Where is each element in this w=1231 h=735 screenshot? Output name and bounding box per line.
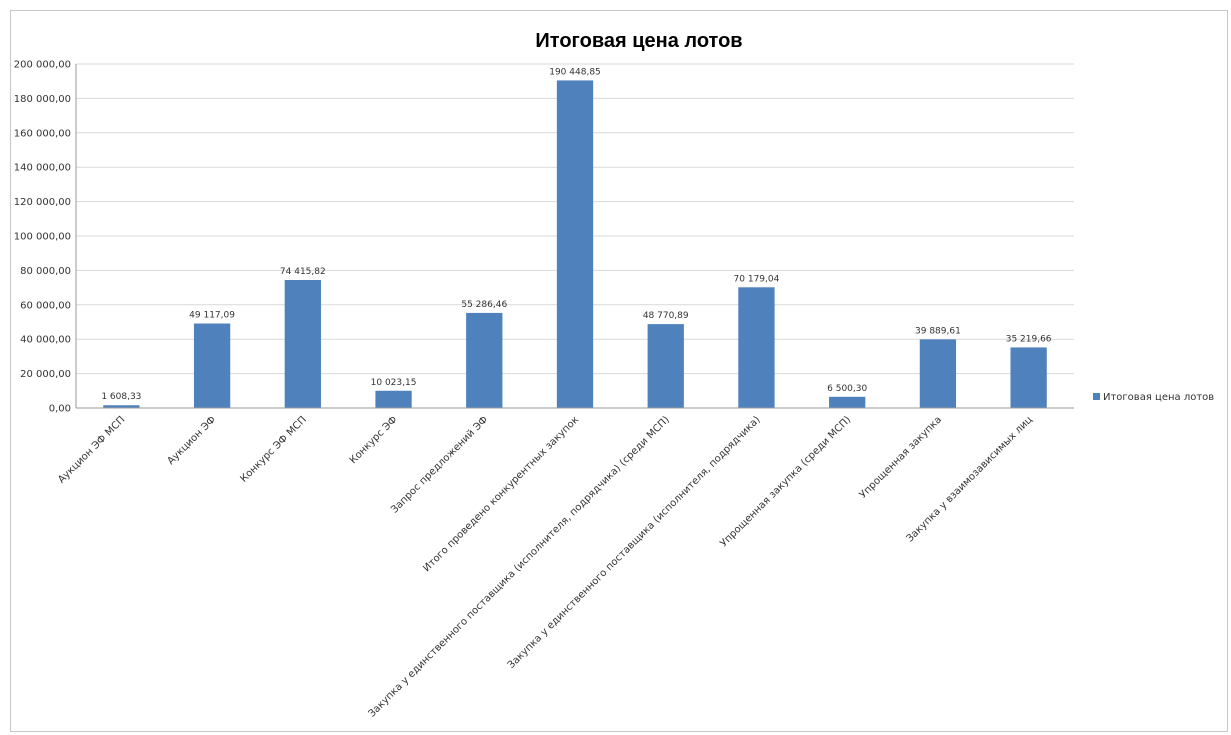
bars (103, 80, 1047, 408)
y-tick-label: 100 000,00 (14, 232, 71, 243)
bar (284, 280, 321, 408)
chart-frame: Итоговая цена лотов 0,00 20 000,00 40 000,… (10, 10, 1228, 732)
legend-label: Итоговая цена лотов (1103, 392, 1214, 403)
y-tick-label: 40 000,00 (20, 335, 71, 346)
data-label: 190 448,85 (549, 67, 601, 77)
data-label: 6 500,30 (827, 384, 867, 394)
category-label: Запрос предложений ЭФ (389, 414, 490, 515)
category-label: Итого проведено конкурентных закупок (421, 414, 581, 574)
category-label: Конкурс ЭФ (348, 414, 400, 466)
data-label: 1 608,33 (101, 392, 141, 402)
bar (193, 323, 231, 408)
y-axis-ticks: 0,00 20 000,00 40 000,00 60 000,00 80 000,00… (14, 60, 71, 415)
bar (738, 287, 775, 408)
bar (647, 324, 684, 408)
legend-swatch (1093, 393, 1100, 400)
bar (375, 390, 412, 408)
data-label: 10 023,15 (371, 378, 417, 388)
category-label: Закупка у единственного поставщика (испо… (367, 414, 672, 719)
y-tick-label: 200 000,00 (14, 60, 71, 71)
data-label: 55 286,46 (461, 300, 507, 310)
chart-title: Итоговая цена лотов (535, 30, 742, 52)
y-tick-label: 140 000,00 (14, 163, 71, 174)
bar (556, 80, 594, 408)
y-tick-label: 160 000,00 (14, 128, 71, 139)
bar (919, 339, 957, 408)
category-label: Упрощенная закупка (858, 414, 944, 500)
y-tick-label: 60 000,00 (20, 300, 71, 311)
category-label: Аукцион ЭФ (166, 414, 219, 467)
y-tick-label: 0,00 (49, 404, 71, 415)
legend: Итоговая цена лотов (1093, 392, 1214, 403)
y-tick-label: 120 000,00 (14, 197, 71, 208)
bar (829, 396, 866, 408)
bar (1010, 347, 1047, 408)
data-label: 35 219,66 (1006, 334, 1052, 344)
data-labels: 1 608,33 49 117,09 74 415,82 10 023,15 55 28… (101, 67, 1051, 402)
bar (103, 405, 140, 408)
data-label: 48 770,89 (643, 311, 689, 321)
data-label: 70 179,04 (734, 274, 780, 284)
category-label: Конкурс ЭФ МСП (238, 414, 308, 484)
y-tick-label: 80 000,00 (20, 266, 71, 277)
bar (466, 312, 503, 408)
category-label: Аукцион ЭФ МСП (56, 414, 127, 485)
data-label: 49 117,09 (189, 311, 235, 321)
y-tick-label: 180 000,00 (14, 94, 71, 105)
bar-chart: Итоговая цена лотов 0,00 20 000,00 40 000,… (14, 30, 1215, 720)
data-label: 39 889,61 (915, 326, 961, 336)
category-labels: Аукцион ЭФ МСП Аукцион ЭФ Конкурс ЭФ МСП Ко… (56, 414, 1035, 720)
data-label: 74 415,82 (280, 267, 326, 277)
y-tick-label: 20 000,00 (20, 369, 71, 380)
